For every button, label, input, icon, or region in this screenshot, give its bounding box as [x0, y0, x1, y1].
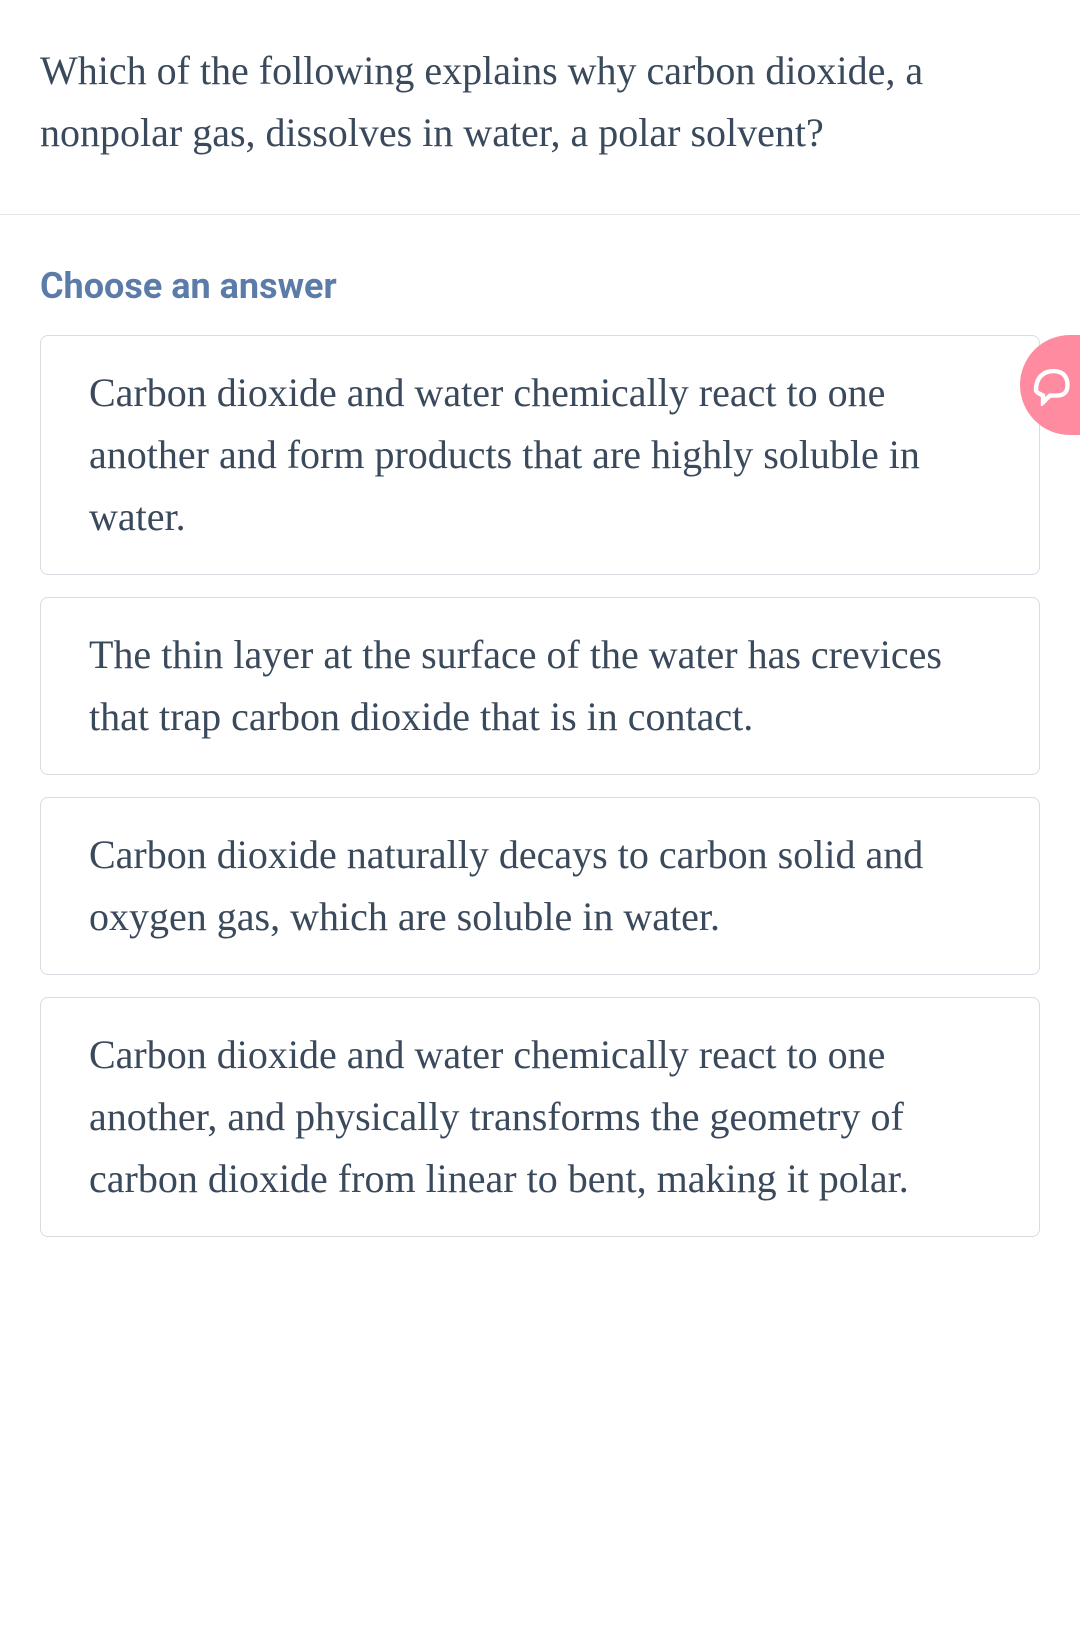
question-section: Which of the following explains why carb…: [0, 0, 1080, 214]
answer-option[interactable]: Carbon dioxide naturally decays to carbo…: [40, 797, 1040, 975]
answer-option-text: Carbon dioxide naturally decays to carbo…: [89, 824, 991, 948]
answer-option[interactable]: The thin layer at the surface of the wat…: [40, 597, 1040, 775]
answer-prompt: Choose an answer: [40, 265, 1040, 307]
question-text: Which of the following explains why carb…: [40, 40, 1040, 164]
answer-option-text: The thin layer at the surface of the wat…: [89, 624, 991, 748]
answer-option-text: Carbon dioxide and water chemically reac…: [89, 1024, 991, 1210]
answer-section: Choose an answer Carbon dioxide and wate…: [0, 215, 1080, 1299]
answer-option[interactable]: Carbon dioxide and water chemically reac…: [40, 997, 1040, 1237]
answer-option[interactable]: Carbon dioxide and water chemically reac…: [40, 335, 1040, 575]
info-bubble-icon: [1029, 364, 1071, 406]
answer-option-text: Carbon dioxide and water chemically reac…: [89, 362, 991, 548]
